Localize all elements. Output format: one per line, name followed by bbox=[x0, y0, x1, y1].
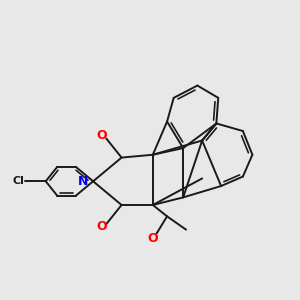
Text: Cl: Cl bbox=[13, 176, 25, 186]
Text: O: O bbox=[96, 129, 107, 142]
Text: O: O bbox=[147, 232, 158, 245]
Text: O: O bbox=[96, 220, 107, 233]
Text: N: N bbox=[78, 175, 88, 188]
